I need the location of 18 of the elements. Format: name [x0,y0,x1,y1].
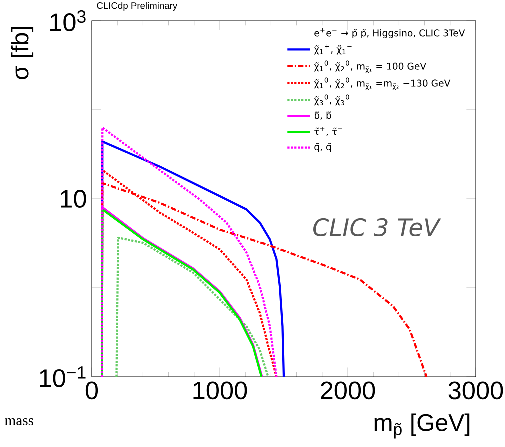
text: χ̃$_{1}$$^{0}$, χ̃$_{2}$$^{0}$, m$_{χ̃₁}$ = 100 GeV [314,60,426,74]
legend-label: τ̃$^{+}$, τ̃$^{−}$ [314,126,342,136]
legend-label: q̃, q̃ [314,143,332,152]
y-tick-label: 10$^{−1}$ [40,366,86,388]
legend-label: b̃, b̃ [314,112,332,120]
y-tick-label: 10 [61,190,86,208]
x-tick-label: 0 [86,382,98,400]
x-tick-label: 1000 [194,382,248,400]
chart-title: CLICdp Preliminary [97,2,178,11]
x-tick-label: 2000 [321,382,376,400]
x-tick-label: 3000 [448,382,504,400]
annotation: CLIC 3 TeV [313,218,442,237]
text: mass [5,418,34,426]
y-axis-title: σ [fb] [11,27,34,80]
x-axis-title: m$_{p̃}$ [GeV] [374,414,470,439]
legend-title: e$^{+}$e$^{−}$ → p̃ p̃, Higgsino, CLIC 3TeV [314,28,466,39]
y-tick-label: 10$^{3}$ [50,10,86,32]
text: χ̃$_{1}$$^{0}$, χ̃$_{2}$$^{0}$, m$_{χ̃₁}$ =m$_{χ̃₂}$ −130 GeV [314,78,451,90]
